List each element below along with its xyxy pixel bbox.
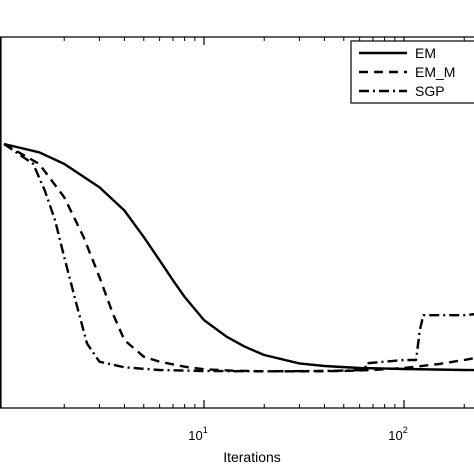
x-axis-label: Iterations [223,449,281,465]
x-tick-label: 101 [188,425,207,443]
series-layer [3,142,474,373]
axis-layer: 101 102 [0,36,474,443]
series-line-sgp [3,143,474,373]
x-tick-label: 102 [388,425,407,443]
legend-box [350,40,474,104]
legend-label: EM_M [415,64,455,80]
legend: EM EM_M SGP [350,40,474,104]
legend-label: SGP [415,83,445,99]
legend-label: EM [415,45,436,61]
